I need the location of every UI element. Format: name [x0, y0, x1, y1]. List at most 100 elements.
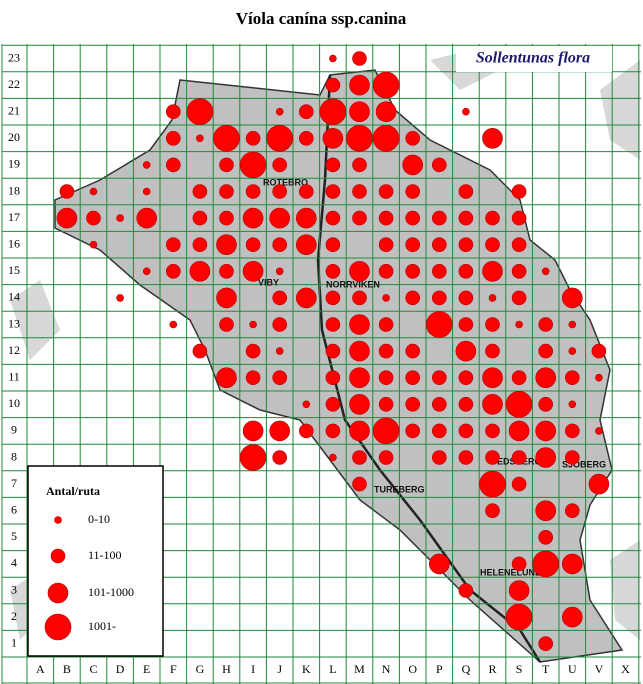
occurrence-dot — [166, 237, 181, 252]
occurrence-dot — [405, 370, 421, 386]
occurrence-dot — [298, 423, 314, 439]
occurrence-dot — [511, 556, 527, 572]
occurrence-dot — [166, 263, 181, 279]
column-label: H — [222, 662, 231, 676]
occurrence-dot — [352, 157, 367, 173]
occurrence-dot — [295, 234, 317, 255]
occurrence-dot — [431, 396, 447, 412]
occurrence-dot — [431, 450, 447, 465]
occurrence-dot — [192, 210, 208, 226]
occurrence-dot — [245, 343, 261, 359]
occurrence-dot — [295, 287, 317, 309]
occurrence-dot — [349, 420, 370, 442]
column-label: L — [329, 662, 336, 676]
column-label: P — [436, 662, 443, 676]
occurrence-dot — [505, 390, 533, 418]
occurrence-dot — [458, 370, 474, 386]
occurrence-dot — [245, 184, 261, 199]
row-label: 19 — [8, 157, 20, 171]
occurrence-dot — [59, 184, 75, 199]
occurrence-dot — [511, 290, 527, 306]
occurrence-dot — [192, 184, 208, 199]
row-label: 3 — [11, 582, 17, 596]
occurrence-dot — [322, 128, 344, 149]
occurrence-dot — [166, 131, 181, 146]
occurrence-dot — [588, 473, 610, 495]
row-label: 2 — [11, 609, 17, 623]
occurrence-dot — [325, 237, 341, 252]
occurrence-dot — [219, 210, 234, 226]
column-label: M — [354, 662, 365, 676]
column-label: O — [408, 662, 417, 676]
occurrence-dot — [349, 340, 370, 362]
occurrence-dot — [378, 396, 394, 412]
occurrence-dot — [272, 450, 288, 465]
occurrence-dot — [272, 370, 288, 386]
occurrence-dot — [219, 184, 234, 199]
occurrence-dot — [272, 290, 288, 306]
occurrence-dot — [431, 210, 447, 226]
occurrence-dot — [538, 396, 554, 412]
occurrence-dot — [431, 263, 447, 279]
occurrence-dot — [378, 184, 394, 199]
occurrence-dot — [189, 260, 211, 282]
occurrence-dot — [329, 54, 337, 63]
occurrence-dot — [319, 98, 347, 125]
legend-dot — [50, 548, 66, 564]
occurrence-dot — [346, 125, 373, 152]
occurrence-dot — [298, 104, 314, 119]
occurrence-dot — [405, 210, 421, 226]
occurrence-dot — [352, 450, 367, 465]
occurrence-dot — [166, 157, 181, 173]
occurrence-dot — [349, 367, 370, 389]
occurrence-dot — [298, 131, 314, 146]
occurrence-dot — [192, 237, 208, 252]
occurrence-dot — [169, 320, 178, 329]
occurrence-dot — [378, 263, 394, 279]
column-label: R — [488, 662, 496, 676]
occurrence-dot — [482, 393, 503, 415]
occurrence-dot — [535, 500, 557, 522]
occurrence-dot — [213, 125, 240, 152]
occurrence-dot — [405, 343, 421, 359]
occurrence-dot — [458, 237, 474, 252]
column-label: K — [302, 662, 311, 676]
occurrence-dot — [405, 184, 421, 199]
occurrence-dot — [405, 290, 421, 306]
occurrence-dot — [564, 370, 580, 386]
occurrence-dot — [302, 400, 311, 409]
occurrence-dot — [508, 580, 530, 601]
occurrence-dot — [488, 294, 497, 302]
occurrence-dot — [561, 287, 583, 309]
occurrence-dot — [378, 210, 394, 226]
occurrence-dot — [458, 184, 474, 199]
occurrence-dot — [325, 210, 341, 226]
row-label: 9 — [11, 423, 17, 437]
occurrence-dot — [216, 367, 237, 389]
occurrence-dot — [425, 311, 453, 338]
occurrence-dot — [142, 161, 151, 169]
occurrence-dot — [325, 396, 341, 412]
row-label: 6 — [11, 502, 17, 516]
occurrence-dot — [458, 290, 474, 306]
occurrence-dot — [242, 207, 264, 229]
occurrence-dot — [508, 420, 530, 442]
row-label: 17 — [8, 210, 20, 224]
occurrence-dot — [266, 125, 294, 152]
occurrence-dot — [485, 210, 500, 226]
row-label: 12 — [8, 343, 20, 357]
occurrence-dot — [378, 450, 394, 465]
occurrence-dot — [405, 263, 421, 279]
subtitle-box — [456, 46, 612, 72]
occurrence-dot — [166, 104, 181, 119]
row-label: 23 — [8, 50, 20, 64]
occurrence-dot — [56, 207, 78, 229]
subtitle: Sollentunas flora — [476, 50, 590, 67]
dots — [56, 51, 610, 652]
occurrence-dot — [245, 370, 261, 386]
occurrence-dot — [325, 343, 341, 359]
occurrence-dot — [192, 343, 208, 359]
legend: Antal/ruta 0-10 11-100 101-1000 1001- — [27, 465, 164, 657]
column-label: V — [595, 662, 604, 676]
occurrence-dot — [482, 128, 503, 149]
